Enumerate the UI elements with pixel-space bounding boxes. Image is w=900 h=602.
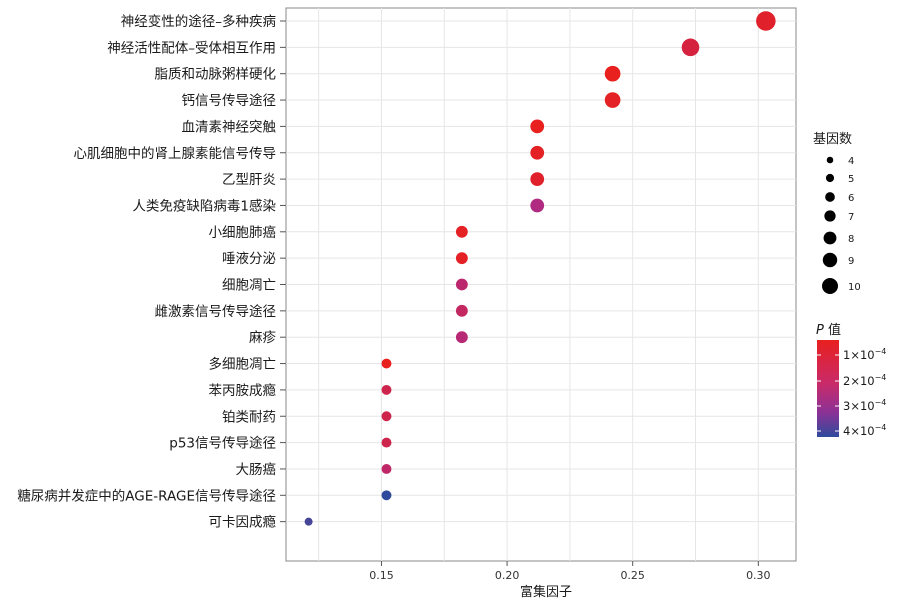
x-tick-label: 0.20 xyxy=(495,569,520,582)
size-legend-dot xyxy=(822,252,838,268)
x-tick-label: 0.15 xyxy=(369,569,394,582)
color-legend-label: 4×10−4 xyxy=(843,423,886,438)
x-axis-ticks: 0.15 0.20 0.25 0.30 xyxy=(369,561,771,582)
category-label: 雌激素信号传导途径 xyxy=(155,303,277,320)
size-legend-label: 6 xyxy=(848,193,854,204)
color-legend-label: 2×10−4 xyxy=(843,373,886,388)
category-labels: 神经变性的途径–多种疾病神经活性配体–受体相互作用脂质和动脉粥样硬化钙信号传导途… xyxy=(17,13,286,531)
category-label: 糖尿病并发症中的AGE-RAGE信号传导途径 xyxy=(17,487,276,504)
color-legend-title-p: P xyxy=(816,323,824,338)
data-point xyxy=(455,252,468,265)
category-label: 大肠癌 xyxy=(236,462,277,478)
color-legend-title-rest: 值 xyxy=(824,322,841,338)
color-bar xyxy=(817,340,839,437)
size-legend-dot xyxy=(824,210,836,222)
category-label: 多细胞凋亡 xyxy=(209,356,277,373)
category-label: 细胞凋亡 xyxy=(222,278,276,294)
size-legend-label: 5 xyxy=(848,174,854,185)
category-label: 麻疹 xyxy=(249,330,276,346)
category-label: 脂质和动脉粥样硬化 xyxy=(155,66,277,83)
data-point xyxy=(604,65,621,82)
category-label: 心肌细胞中的肾上腺素能信号传导 xyxy=(74,146,277,162)
data-points xyxy=(304,11,776,526)
category-label: 唾液分泌 xyxy=(222,251,276,267)
data-point xyxy=(455,278,468,291)
color-legend: P 值 1×10−4 2×10−4 3×10−4 4×10−4 xyxy=(816,322,886,438)
category-label: 铂类耐药 xyxy=(222,409,276,425)
category-label: 神经活性配体–受体相互作用 xyxy=(107,40,276,56)
grid-lines xyxy=(286,8,796,561)
color-legend-title: P 值 xyxy=(816,322,841,338)
data-point xyxy=(304,517,313,526)
data-point xyxy=(381,358,392,369)
data-point xyxy=(381,437,392,448)
data-point xyxy=(455,304,468,317)
data-point xyxy=(530,145,545,160)
data-point xyxy=(756,11,776,31)
data-point xyxy=(381,411,392,422)
size-legend-label: 10 xyxy=(848,282,861,293)
data-point xyxy=(381,490,392,501)
data-point xyxy=(530,172,545,186)
size-legend-dot xyxy=(826,156,834,164)
size-legend-dot xyxy=(821,277,839,295)
data-point xyxy=(381,463,392,474)
category-label: 乙型肝炎 xyxy=(222,172,276,188)
size-legend-dot xyxy=(825,173,835,183)
data-point xyxy=(604,92,621,108)
size-legend-label: 8 xyxy=(848,234,854,245)
category-label: 小细胞肺癌 xyxy=(209,225,277,241)
category-label: 人类免疫缺陷病毒1感染 xyxy=(132,197,276,214)
category-label: 神经变性的途径–多种疾病 xyxy=(121,13,276,30)
color-legend-label: 1×10−4 xyxy=(843,347,886,362)
data-point xyxy=(455,225,468,238)
category-label: 可卡因成瘾 xyxy=(209,514,277,531)
size-legend-label: 7 xyxy=(848,212,854,223)
data-point xyxy=(530,119,545,134)
data-point xyxy=(681,38,700,57)
x-tick-label: 0.30 xyxy=(746,569,771,582)
category-label: 血清素神经突触 xyxy=(182,119,277,135)
size-legend-label: 4 xyxy=(848,156,854,167)
category-label: p53信号传导途径 xyxy=(169,435,276,452)
size-legend-title: 基因数 xyxy=(813,132,852,147)
size-legend-label: 9 xyxy=(848,256,854,267)
data-point xyxy=(530,198,545,213)
x-axis-title: 富集因子 xyxy=(520,584,572,600)
size-legend-dot xyxy=(823,231,837,245)
x-tick-label: 0.25 xyxy=(620,569,645,582)
category-label: 苯丙胺成瘾 xyxy=(209,382,277,399)
data-point xyxy=(381,384,392,395)
color-legend-label: 3×10−4 xyxy=(843,398,886,413)
size-legend: 基因数 4 5 6 7 8 9 10 xyxy=(813,132,861,295)
data-point xyxy=(455,331,468,344)
size-legend-dot xyxy=(825,192,835,202)
category-label: 钙信号传导途径 xyxy=(182,92,277,109)
